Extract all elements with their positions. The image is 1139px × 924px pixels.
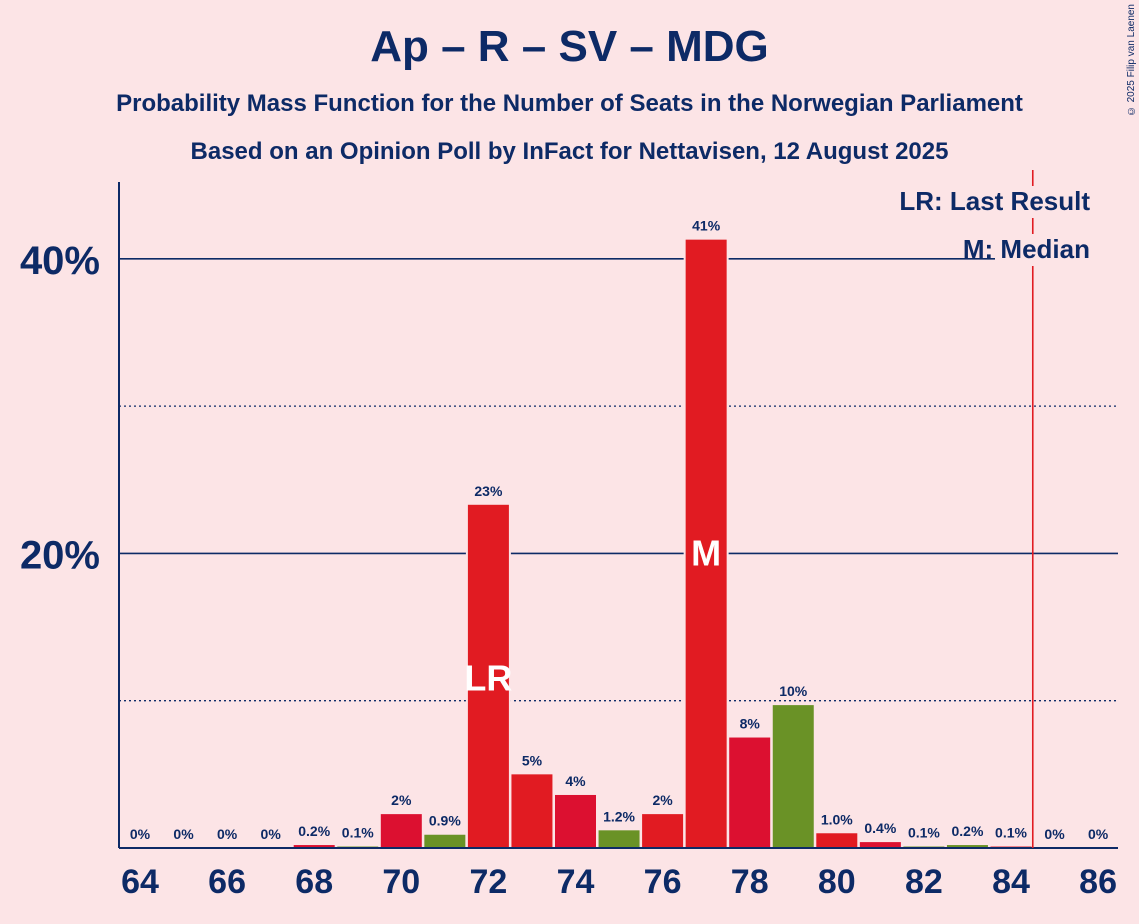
bar-label-79: 10% xyxy=(779,683,808,699)
y-tick-label-40: 40% xyxy=(20,239,100,283)
x-tick-label-70: 70 xyxy=(382,863,420,901)
bar-label-85: 0% xyxy=(1044,826,1065,842)
bar-77 xyxy=(685,239,727,848)
bar-label-82: 0.1% xyxy=(908,825,940,841)
x-tick-label-84: 84 xyxy=(992,863,1030,901)
y-tick-label-20: 20% xyxy=(20,533,100,577)
bar-75 xyxy=(598,830,640,848)
x-tick-label-78: 78 xyxy=(731,863,769,901)
chart-subtitle-1: Probability Mass Function for the Number… xyxy=(116,90,1023,117)
chart-subtitle-2: Based on an Opinion Poll by InFact for N… xyxy=(190,138,949,165)
bar-label-68: 0.2% xyxy=(298,823,330,839)
bar-70 xyxy=(380,814,422,848)
bar-label-78: 8% xyxy=(740,716,761,732)
x-tick-label-66: 66 xyxy=(208,863,246,901)
bar-label-81: 0.4% xyxy=(864,820,896,836)
bar-label-74: 4% xyxy=(565,773,586,789)
bar-78 xyxy=(729,737,771,848)
x-tick-label-86: 86 xyxy=(1079,863,1117,901)
bar-80 xyxy=(816,833,858,848)
legend-entry-0: LR: Last Result xyxy=(899,186,1090,216)
bar-label-77: 41% xyxy=(692,218,721,234)
bar-71 xyxy=(424,834,466,848)
x-tick-label-72: 72 xyxy=(469,863,507,901)
last-result-marker: LR xyxy=(464,657,512,698)
chart-title: Ap – R – SV – MDG xyxy=(370,22,769,71)
bar-gap-69 xyxy=(335,844,381,848)
bar-label-76: 2% xyxy=(652,792,673,808)
bar-label-80: 1.0% xyxy=(821,811,853,827)
bar-gap-84 xyxy=(988,844,1034,848)
bar-label-69: 0.1% xyxy=(342,825,374,841)
bar-label-66: 0% xyxy=(217,826,238,842)
bar-label-83: 0.2% xyxy=(951,823,983,839)
bar-74 xyxy=(555,794,596,848)
median-marker: M xyxy=(691,532,721,573)
x-tick-label-80: 80 xyxy=(818,863,856,901)
x-tick-label-76: 76 xyxy=(644,863,682,901)
legend-entry-1: M: Median xyxy=(963,234,1090,264)
bar-label-86: 0% xyxy=(1088,826,1109,842)
bar-83 xyxy=(946,845,988,848)
bar-79 xyxy=(772,705,814,848)
bar-label-65: 0% xyxy=(173,826,194,842)
bar-label-72: 23% xyxy=(474,483,503,499)
bar-label-73: 5% xyxy=(522,752,543,768)
x-tick-label-68: 68 xyxy=(295,863,333,901)
x-tick-label-64: 64 xyxy=(121,863,159,901)
bar-73 xyxy=(511,774,553,848)
legend-bg-0 xyxy=(917,186,1120,218)
x-tick-label-82: 82 xyxy=(905,863,943,901)
bar-label-84: 0.1% xyxy=(995,825,1027,841)
x-tick-label-74: 74 xyxy=(557,863,595,901)
bar-label-71: 0.9% xyxy=(429,813,461,829)
bar-label-70: 2% xyxy=(391,792,412,808)
bar-label-64: 0% xyxy=(130,826,151,842)
bar-label-75: 1.2% xyxy=(603,808,635,824)
legend-bg-1 xyxy=(995,234,1120,266)
bar-76 xyxy=(642,814,684,848)
bar-72 xyxy=(467,504,509,848)
bar-68 xyxy=(293,845,335,848)
bar-gap-82 xyxy=(901,844,947,848)
bar-81 xyxy=(859,842,901,848)
bar-label-67: 0% xyxy=(261,826,282,842)
